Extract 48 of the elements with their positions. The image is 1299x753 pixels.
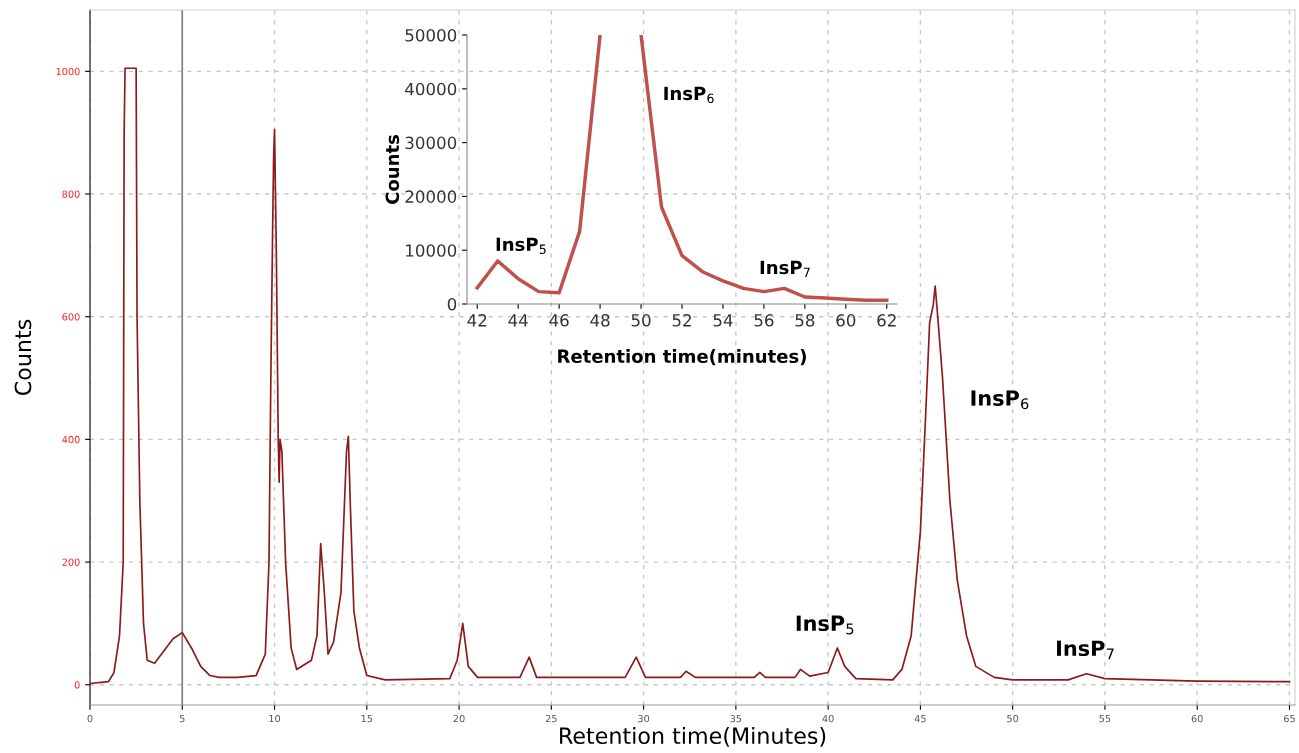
y-tick-label: 0 xyxy=(447,297,457,311)
x-axis-title: Retention time(minutes) xyxy=(558,349,806,366)
x-tick-label: 50 xyxy=(631,314,651,327)
x-tick-label: 45 xyxy=(914,715,926,723)
x-tick-label: 10 xyxy=(269,714,281,723)
x-tick-label: 42 xyxy=(467,314,487,327)
annotation: InsP$_{5}$ xyxy=(796,615,854,635)
line-series xyxy=(90,67,1291,685)
x-tick-label: 30 xyxy=(638,714,650,723)
x-tick-label: 25 xyxy=(545,714,557,723)
x-tick-label: 56 xyxy=(754,314,774,327)
y-tick-label: 10000 xyxy=(406,244,457,257)
y-tick-label: 0 xyxy=(74,681,80,689)
y-tick-label: 400 xyxy=(62,435,80,444)
x-tick-label: 60 xyxy=(1191,714,1203,723)
y-tick-label: 20000 xyxy=(405,190,457,203)
y-axis-title: Counts xyxy=(385,134,400,204)
annotation: InsP$_{7}$ xyxy=(760,260,810,277)
annotation: InsP$_{6}$ xyxy=(664,86,714,104)
x-tick-label: 54 xyxy=(713,314,733,327)
x-tick-label: 5 xyxy=(179,715,185,723)
annotation: InsP$_{7}$ xyxy=(1057,640,1114,660)
x-tick-label: 48 xyxy=(590,314,610,327)
x-tick-label: 60 xyxy=(836,314,856,327)
x-tick-label: 50 xyxy=(1007,714,1019,723)
annotation: InsP$_{5}$ xyxy=(496,237,546,254)
x-tick-label: 58 xyxy=(795,314,815,327)
x-tick-label: 65 xyxy=(1283,714,1295,723)
annotation: InsP$_{6}$ xyxy=(971,390,1029,410)
x-tick-label: 15 xyxy=(361,715,373,723)
x-tick-label: 0 xyxy=(87,714,93,723)
y-tick-label: 50000 xyxy=(405,28,457,42)
x-tick-label: 20 xyxy=(453,714,465,723)
y-tick-label: 30000 xyxy=(405,136,457,150)
y-tick-label: 200 xyxy=(62,558,80,566)
x-tick-label: 35 xyxy=(730,714,742,723)
y-tick-label: 600 xyxy=(62,313,80,321)
x-tick-label: 52 xyxy=(672,314,691,327)
x-tick-label: 46 xyxy=(549,314,569,327)
y-tick-label: 40000 xyxy=(405,82,457,96)
x-tick-label: 44 xyxy=(508,314,528,327)
y-tick-label: 800 xyxy=(62,190,80,198)
x-axis-title: Retention time(Minutes) xyxy=(560,726,826,747)
x-tick-label: 40 xyxy=(822,714,834,723)
x-tick-label: 55 xyxy=(1099,715,1111,723)
x-tick-label: 62 xyxy=(877,314,896,327)
y-axis-title: Counts xyxy=(14,319,32,396)
y-tick-label: 1000 xyxy=(56,67,80,76)
